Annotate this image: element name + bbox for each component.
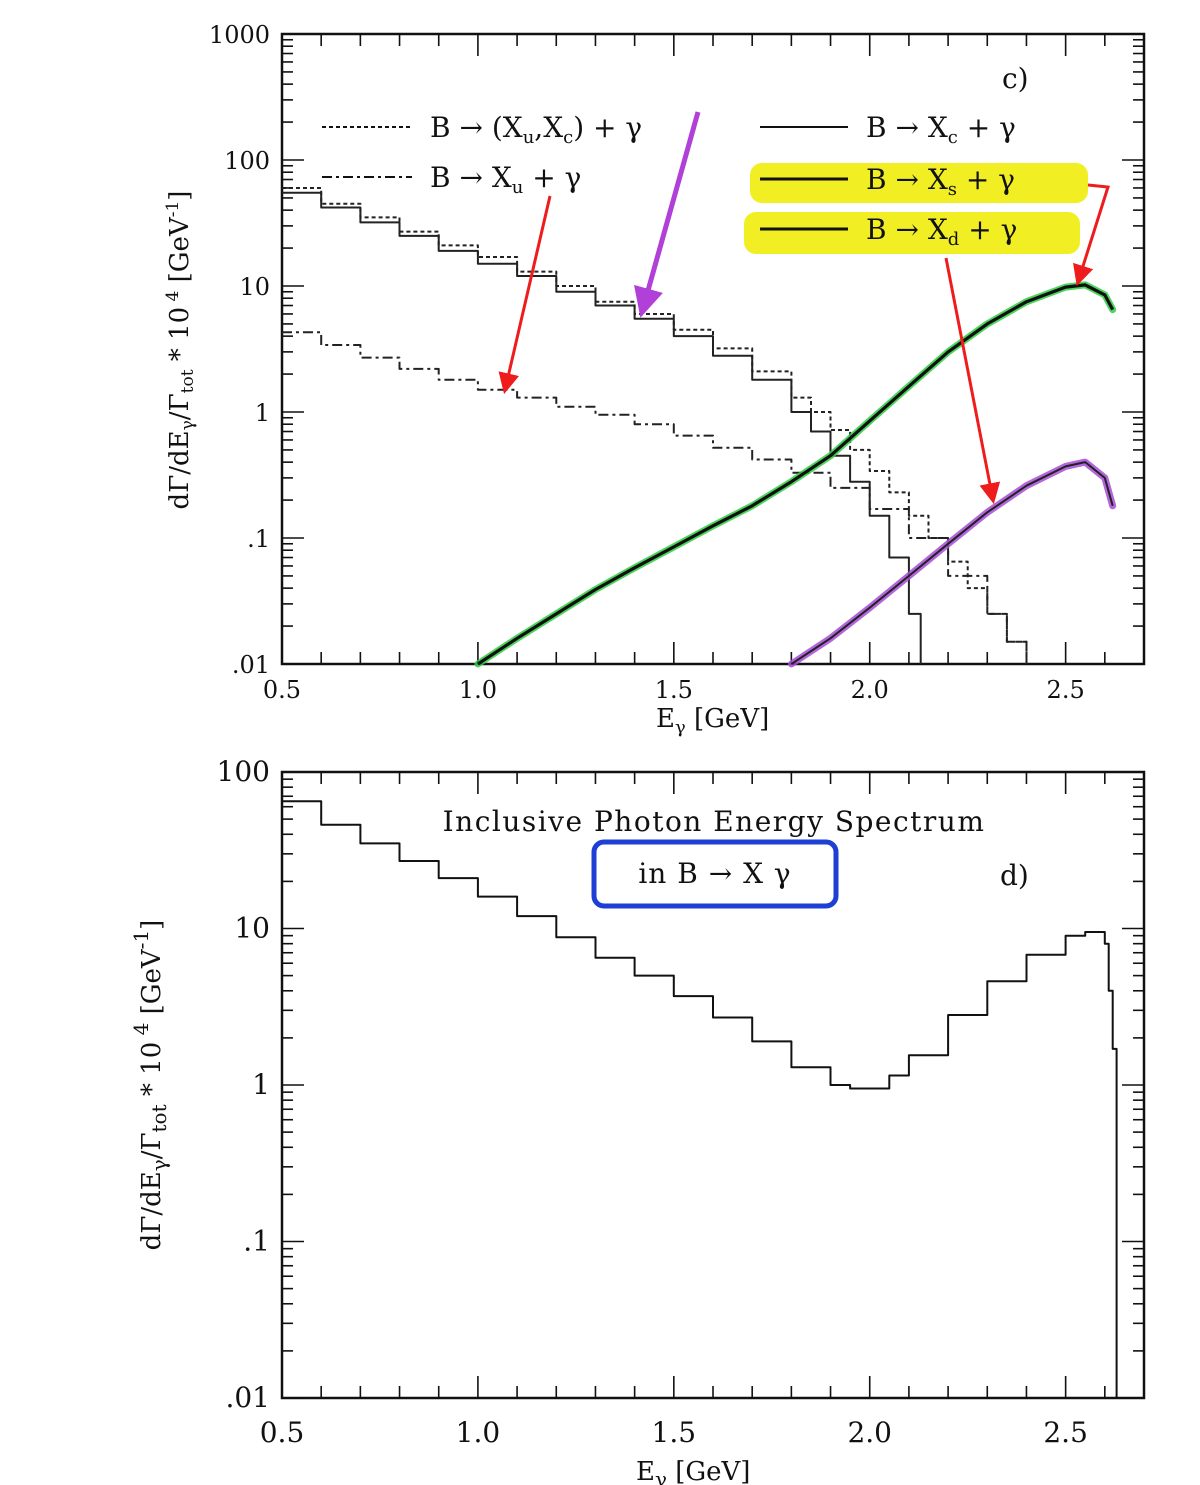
y-tick-label: .01 (232, 651, 270, 679)
series-highlight-stroke (474, 281, 1117, 668)
series-line (282, 191, 922, 664)
chart-title-d: Inclusive Photon Energy Spectrum (443, 805, 986, 838)
legend-label: B → Xd + γ (866, 213, 1017, 250)
annotation-arrow-xu (498, 195, 552, 395)
chart-subtitle-d: in B → X γ (638, 857, 791, 890)
series-group-d (282, 800, 1118, 1398)
legend-label: B → Xs + γ (866, 163, 1015, 200)
x-tick-label: 2.5 (1047, 676, 1085, 704)
legend-label: B → Xu + γ (430, 161, 581, 198)
panel-d: 100 10 1 .1 .01 0.5 1.0 1.5 2.0 2.5 Inclusive Ph… (129, 755, 1146, 1485)
y-tick-labels-d: 100 10 1 .1 .01 (217, 755, 270, 1414)
y-tick-label: 1 (255, 399, 270, 427)
x-axis-title-c: Eγ [GeV] (656, 704, 769, 738)
y-tick-label: 10 (234, 912, 270, 945)
y-tick-label: 10 (239, 273, 270, 301)
y-tick-label: 100 (217, 755, 270, 788)
series-line (790, 461, 1114, 665)
y-tick-label: .01 (225, 1381, 270, 1414)
x-tick-label: 2.0 (851, 676, 889, 704)
legend-label: B → Xc + γ (866, 111, 1016, 148)
y-axis-title-d: dΓ/dEγ/Γtot * 10 4 [GeV-1] (129, 920, 171, 1251)
y-tick-labels-c: 1000 100 10 1 .1 .01 (209, 21, 270, 679)
svg-text:Eγ [GeV]: Eγ [GeV] (636, 1457, 750, 1485)
panel-label-d: d) (1000, 859, 1029, 892)
x-tick-labels-d: 0.5 1.0 1.5 2.0 2.5 (260, 1416, 1088, 1449)
y-tick-label: 1000 (209, 21, 270, 49)
y-tick-label: 1 (252, 1068, 270, 1101)
legend-c: B → (Xu,Xc) + γ B → Xc + γ B → Xu + γ B → X… (322, 111, 1017, 250)
annotation-arrow-xs (1073, 183, 1110, 287)
x-tick-label: 2.0 (847, 1416, 892, 1449)
x-tick-label: 0.5 (263, 676, 301, 704)
y-axis-title-c: dΓ/dEγ/Γtot * 10 4 [GeV-1] (163, 191, 198, 510)
y-tick-label: 100 (224, 147, 270, 175)
x-tick-label: 1.5 (655, 676, 693, 704)
y-tick-label: .1 (247, 525, 270, 553)
x-axis-title-d: Eγ [GeV] (636, 1457, 750, 1485)
x-tick-labels-c: 0.5 1.0 1.5 2.0 2.5 (263, 676, 1085, 704)
series-line (282, 331, 1028, 664)
annotation-arrow-xd (944, 257, 1001, 505)
series-line (477, 283, 1115, 666)
panel-label-c: c) (1002, 62, 1029, 95)
svg-text:dΓ/dEγ/Γtot * 10 4 [GeV-1]: dΓ/dEγ/Γtot * 10 4 [GeV-1] (129, 920, 171, 1251)
annotation-arrow-xuxc (634, 111, 701, 318)
y-tick-label: .1 (243, 1225, 270, 1258)
x-tick-label: 1.5 (652, 1416, 697, 1449)
legend-highlight-xd (744, 212, 1080, 254)
x-tick-label: 1.0 (456, 1416, 501, 1449)
series-group-c (282, 187, 1117, 668)
x-tick-label: 2.5 (1043, 1416, 1088, 1449)
panel-c: 1000 100 10 1 .1 .01 0.5 1.0 1.5 2.0 2.5 c) B → (… (163, 21, 1146, 738)
series-highlight-stroke (787, 458, 1117, 668)
tick-marks-d (281, 772, 1145, 1399)
x-tick-label: 0.5 (260, 1416, 305, 1449)
svg-text:dΓ/dEγ/Γtot * 10 4 [GeV-1]: dΓ/dEγ/Γtot * 10 4 [GeV-1] (163, 191, 198, 510)
subtitle-box-d (591, 839, 839, 909)
legend-highlight-xs (750, 163, 1088, 203)
svg-text:Eγ [GeV]: Eγ [GeV] (656, 704, 769, 738)
x-tick-label: 1.0 (459, 676, 497, 704)
tick-marks-c (281, 34, 1145, 665)
legend-label: B → (Xu,Xc) + γ (430, 111, 642, 148)
spectrum-line (282, 800, 1118, 1398)
